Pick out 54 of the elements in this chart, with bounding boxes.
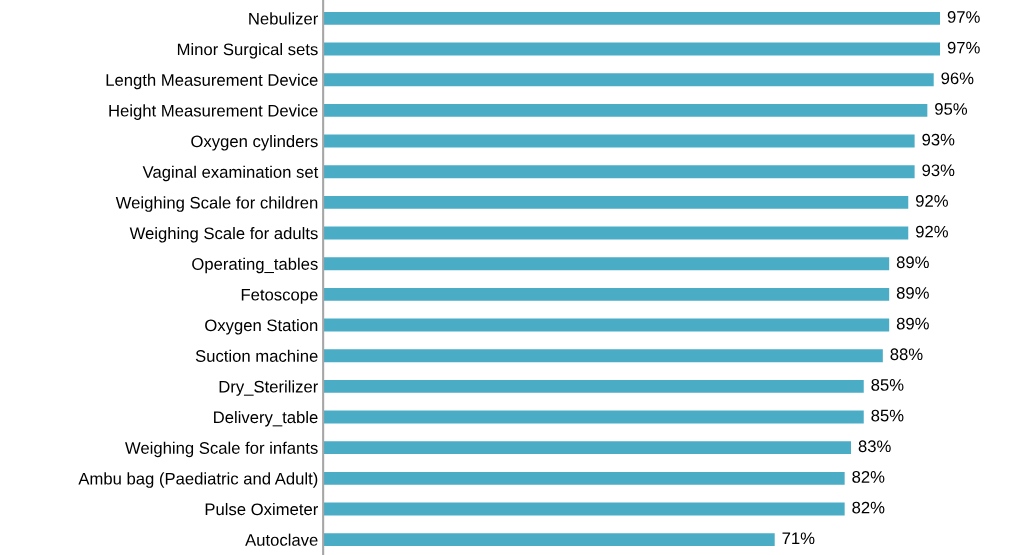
y-tick-label: Fetoscope xyxy=(241,288,318,304)
y-tick-label: Delivery_table xyxy=(214,410,318,427)
bar xyxy=(323,134,915,148)
bar xyxy=(323,379,864,393)
data-label: 97% xyxy=(947,41,980,54)
bar xyxy=(323,257,890,271)
y-tick-label: Autoclave xyxy=(245,533,318,546)
bar xyxy=(323,533,775,547)
data-label: 82% xyxy=(852,501,885,514)
bar xyxy=(323,502,845,516)
bar xyxy=(323,42,941,56)
y-tick-label: Ambu bag (Paediatric and Adult) xyxy=(78,472,318,488)
data-label: 96% xyxy=(941,72,974,85)
data-label: 97% xyxy=(947,11,980,23)
y-tick-label: Weighing Scale for children xyxy=(115,196,318,212)
bar xyxy=(323,165,915,179)
data-label: 89% xyxy=(896,317,929,330)
y-tick-label: Oxygen Station xyxy=(205,318,318,335)
y-tick-label: Pulse Oximeter xyxy=(205,502,319,516)
y-tick-label: Oxygen cylinders xyxy=(191,135,318,151)
data-label: 83% xyxy=(858,440,891,453)
data-label: 92% xyxy=(915,225,948,238)
bar xyxy=(323,410,864,424)
y-tick-label: Operating_tables xyxy=(192,257,318,274)
y-tick-label: Dry_Sterilizer xyxy=(219,380,319,396)
data-label: 71% xyxy=(782,532,815,545)
data-label: 93% xyxy=(922,133,955,146)
bar xyxy=(323,349,883,363)
bar xyxy=(323,287,890,301)
y-tick-label: Length Measurement Device xyxy=(106,73,318,90)
bar xyxy=(323,318,890,332)
data-label: 95% xyxy=(935,103,968,115)
bar xyxy=(323,195,909,209)
bar xyxy=(323,226,909,240)
bar xyxy=(323,441,852,455)
bar xyxy=(323,11,941,25)
y-tick-label: Weighing Scale for infants xyxy=(125,441,318,458)
y-tick-label: Height Measurement Device xyxy=(109,104,318,120)
y-tick-label: Suction machine xyxy=(195,349,318,362)
y-tick-label: Vaginal examination set xyxy=(142,165,319,182)
data-label: 85% xyxy=(871,379,904,391)
data-label: 82% xyxy=(852,471,885,483)
data-label: 85% xyxy=(871,409,904,422)
data-label: 93% xyxy=(922,164,955,177)
data-label: 88% xyxy=(890,348,923,361)
bar xyxy=(323,73,934,87)
y-tick-label: Weighing Scale for adults xyxy=(129,227,318,243)
y-tick-label: Minor Surgical sets xyxy=(177,43,318,59)
bar xyxy=(323,103,928,117)
data-label: 89% xyxy=(896,287,929,299)
data-label: 89% xyxy=(896,256,929,269)
bar xyxy=(323,471,845,485)
y-tick-label: Nebulizer xyxy=(249,12,319,25)
data-label: 92% xyxy=(915,195,948,207)
